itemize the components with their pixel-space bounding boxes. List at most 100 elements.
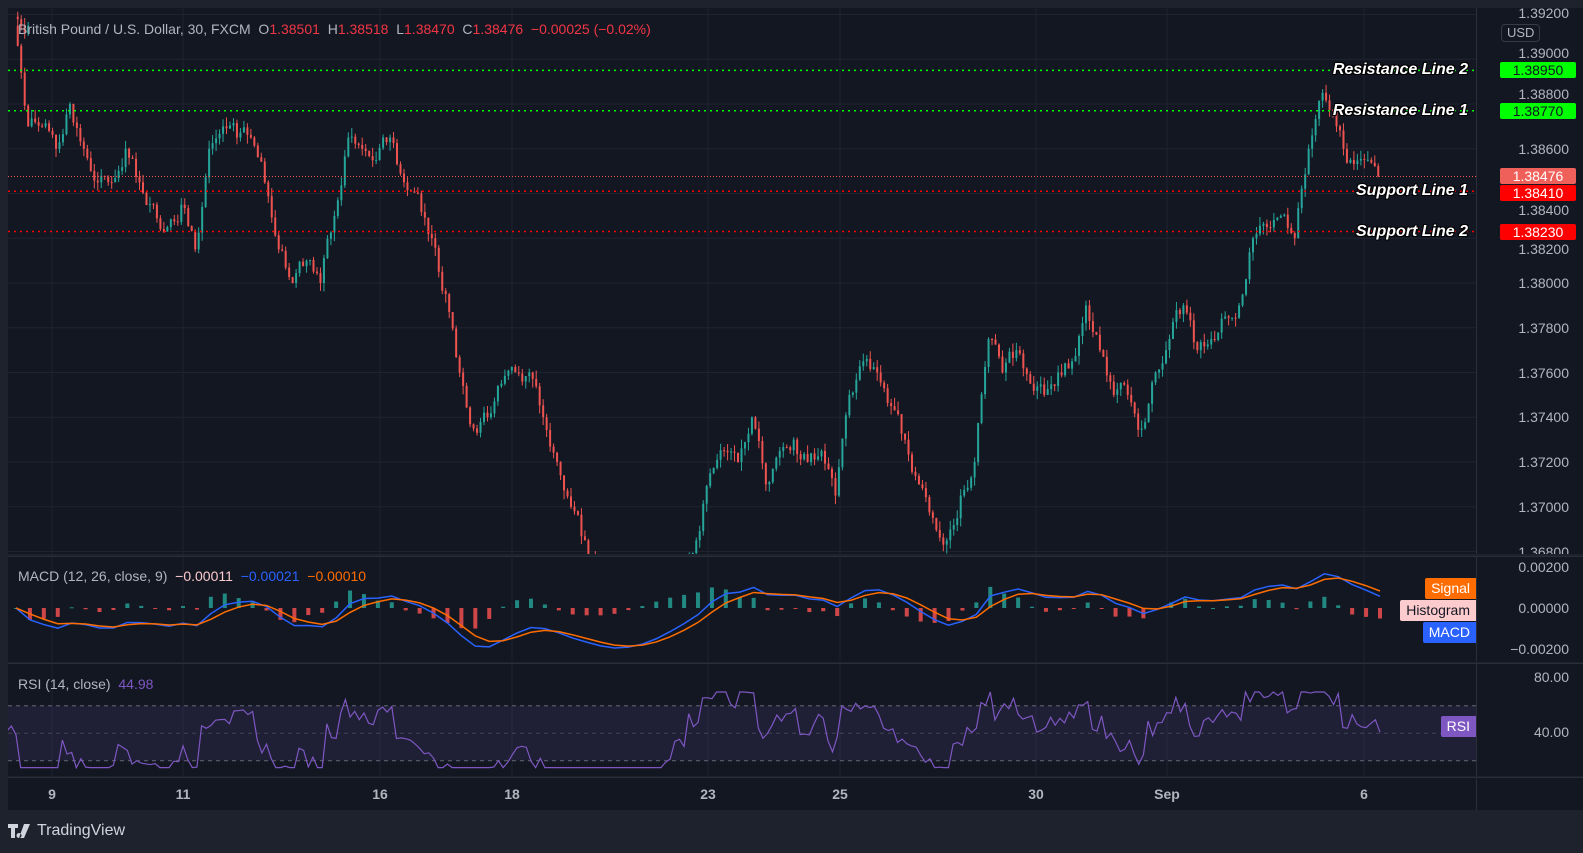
candle-body: [246, 127, 249, 135]
candle-body: [455, 328, 458, 358]
candle-body: [799, 454, 802, 460]
candle-body: [977, 422, 980, 463]
macd-histogram-bar: [389, 602, 394, 608]
candle-body: [333, 215, 336, 233]
candle-body: [928, 497, 931, 513]
candle-body: [778, 450, 781, 458]
candle-body: [427, 217, 430, 234]
macd-histogram-bar: [167, 608, 172, 611]
time-axis[interactable]: 9 11 16 18 23 25 30 Sep 6: [8, 777, 1476, 810]
candle-body: [1071, 361, 1074, 369]
price-axis[interactable]: 1.39200 1.39000 1.38800 1.38600 1.38400 1.382…: [1476, 8, 1583, 554]
rsi-pane[interactable]: RSI (14, close) 44.98 RSI: [8, 663, 1476, 776]
macd-axis[interactable]: 0.00200 0.00000 −0.00200: [1476, 556, 1583, 662]
candle-body: [228, 125, 231, 129]
candle-body: [16, 16, 19, 20]
candle-body: [173, 219, 176, 222]
macd-histogram-bar: [515, 600, 520, 608]
candle-body: [249, 134, 252, 138]
candle-body: [841, 438, 844, 468]
macd-histogram-bar: [890, 608, 895, 611]
macd-histogram-bar: [1252, 599, 1257, 608]
macd-histogram-bar: [69, 607, 74, 609]
candle-body: [1057, 372, 1060, 387]
level-price-tag: 1.38230: [1500, 223, 1576, 240]
tradingview-logo[interactable]: TradingView: [8, 822, 125, 840]
candle-body: [1255, 233, 1258, 239]
macd-histogram-bar: [556, 608, 561, 611]
price-pane[interactable]: British Pound / U.S. Dollar, 30, FXCM O1…: [8, 8, 1476, 554]
candle-body: [883, 382, 886, 389]
candle-body: [1081, 323, 1084, 337]
candle-body: [20, 19, 23, 26]
candle-body: [1116, 389, 1119, 395]
rsi-axis[interactable]: 80.00 40.00: [1476, 663, 1583, 776]
candle-body: [263, 161, 266, 183]
candle-body: [1161, 363, 1164, 370]
macd-histogram-value: −0.00011: [175, 568, 233, 584]
macd-histogram-bar: [682, 594, 687, 608]
macd-histogram-bar: [264, 608, 269, 611]
candle-body: [322, 258, 325, 283]
currency-label[interactable]: USD: [1501, 24, 1541, 42]
candle-body: [705, 486, 708, 504]
candle-body: [827, 463, 830, 469]
macd-histogram-bar: [292, 608, 297, 623]
time-tick: 25: [832, 786, 848, 802]
candle-body: [576, 511, 579, 515]
candle-body: [489, 413, 492, 418]
candle-body: [820, 450, 823, 457]
signal-tag: Signal: [1425, 578, 1476, 599]
candle-body: [893, 406, 896, 411]
candle-body: [211, 143, 214, 149]
candle-body: [448, 294, 451, 313]
candle-body: [771, 468, 774, 483]
candle-body: [270, 196, 273, 218]
candle-body: [1248, 252, 1251, 280]
price-tick: 1.38800: [1518, 85, 1569, 102]
candle-body: [702, 503, 705, 532]
time-tick: 11: [175, 786, 191, 802]
candle-body: [469, 407, 472, 425]
candle-body: [973, 462, 976, 478]
candle-body: [107, 177, 110, 183]
candle-body: [309, 259, 312, 261]
macd-histogram-bar: [1071, 608, 1076, 609]
candle-body: [402, 173, 405, 183]
price-tick: 1.36800: [1518, 543, 1569, 554]
macd-pane[interactable]: MACD (12, 26, close, 9) −0.00011 −0.0002…: [8, 556, 1476, 662]
candle-body: [41, 125, 44, 127]
candle-body: [131, 157, 134, 159]
candle-body: [1098, 334, 1101, 351]
candle-body: [757, 428, 760, 442]
candle-body: [542, 405, 545, 418]
candle-body: [500, 383, 503, 386]
candle-body: [27, 25, 30, 34]
macd-tick: −0.00200: [1510, 641, 1569, 657]
candle-body: [566, 490, 569, 497]
candle-body: [1342, 130, 1345, 149]
candle-body: [709, 473, 712, 487]
macd-histogram-bar: [348, 590, 353, 608]
candlestick-chart[interactable]: [8, 8, 1476, 554]
histogram-tag: Histogram: [1400, 600, 1476, 621]
candle-body: [573, 506, 576, 512]
macd-histogram-bar: [1057, 608, 1062, 611]
candle-body: [956, 518, 959, 526]
rsi-chart: [8, 664, 1476, 776]
macd-histogram-bar: [181, 606, 186, 608]
close-value: 1.38476: [472, 21, 524, 37]
candle-body: [253, 137, 256, 146]
candle-body: [392, 137, 395, 144]
candle-body: [65, 114, 68, 135]
candle-body: [1366, 159, 1369, 161]
candle-body: [1338, 126, 1341, 131]
candle-body: [747, 433, 750, 443]
symbol-legend: British Pound / U.S. Dollar, 30, FXCM O1…: [18, 21, 651, 37]
candle-body: [326, 238, 329, 259]
candle-body: [897, 410, 900, 415]
candle-body: [1359, 158, 1362, 161]
candle-body: [201, 206, 204, 233]
candle-body: [1370, 159, 1373, 163]
price-tick: 1.37000: [1518, 498, 1569, 515]
